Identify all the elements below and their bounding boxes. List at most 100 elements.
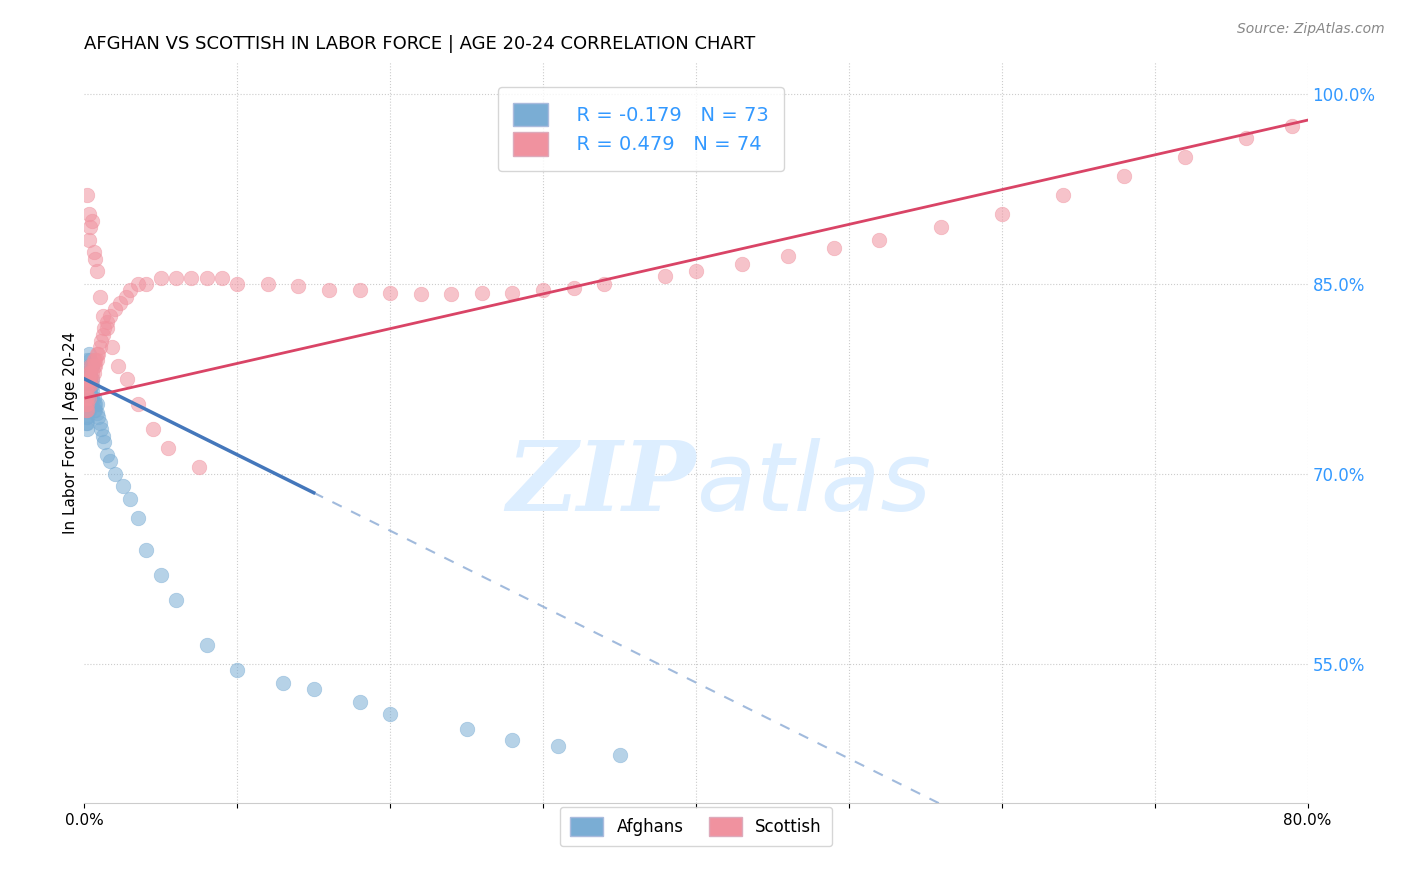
Point: [76, 403, 98, 417]
Point: [823, 242, 845, 256]
Y-axis label: In Labor Force | Age 20-24: In Labor Force | Age 20-24: [63, 332, 79, 533]
Point: [440, 287, 463, 301]
Point: [75, 393, 97, 408]
Point: [1236, 131, 1258, 145]
Point: [89, 340, 111, 354]
Point: [90, 422, 112, 436]
Point: [79, 372, 101, 386]
Point: [83, 366, 105, 380]
Point: [80, 372, 103, 386]
Point: [76, 378, 98, 392]
Point: [84, 397, 107, 411]
Point: [114, 289, 136, 303]
Point: [75, 378, 97, 392]
Point: [83, 359, 105, 374]
Point: [77, 366, 100, 380]
Point: [75, 384, 97, 399]
Point: [84, 359, 107, 374]
Point: [79, 366, 101, 380]
Point: [90, 334, 112, 348]
Point: [471, 285, 494, 300]
Point: [84, 403, 107, 417]
Point: [80, 384, 103, 399]
Point: [502, 732, 524, 747]
Point: [77, 233, 100, 247]
Point: [80, 213, 103, 227]
Point: [75, 397, 97, 411]
Point: [79, 391, 101, 405]
Point: [127, 397, 149, 411]
Point: [79, 384, 101, 399]
Point: [96, 448, 118, 462]
Point: [87, 346, 110, 360]
Point: [1372, 94, 1395, 108]
Point: [115, 372, 138, 386]
Point: [76, 391, 98, 405]
Point: [1114, 169, 1136, 184]
Point: [84, 252, 107, 266]
Point: [456, 723, 478, 737]
Point: [349, 694, 371, 708]
Point: [107, 359, 129, 374]
Point: [75, 403, 97, 417]
Point: [120, 491, 142, 506]
Point: [127, 511, 149, 525]
Point: [77, 378, 100, 392]
Point: [257, 277, 280, 291]
Point: [89, 289, 111, 303]
Point: [77, 391, 100, 405]
Point: [79, 352, 101, 367]
Point: [75, 391, 97, 405]
Point: [76, 352, 98, 367]
Point: [77, 359, 100, 374]
Point: [226, 663, 249, 677]
Point: [76, 409, 98, 424]
Point: [79, 219, 101, 234]
Point: [75, 366, 97, 380]
Point: [80, 359, 103, 374]
Point: [685, 264, 707, 278]
Point: [108, 296, 131, 310]
Point: [86, 346, 108, 360]
Point: [77, 384, 100, 399]
Point: [142, 422, 165, 436]
Point: [76, 397, 98, 411]
Point: [120, 283, 142, 297]
Point: [149, 270, 172, 285]
Point: [226, 277, 249, 291]
Point: [75, 391, 97, 405]
Point: [409, 287, 432, 301]
Text: Source: ZipAtlas.com: Source: ZipAtlas.com: [1237, 22, 1385, 37]
Point: [93, 321, 115, 335]
Point: [547, 739, 569, 753]
Point: [562, 281, 585, 295]
Point: [380, 707, 402, 722]
Point: [83, 397, 105, 411]
Point: [77, 403, 100, 417]
Point: [195, 270, 218, 285]
Point: [79, 366, 101, 380]
Point: [77, 378, 100, 392]
Point: [93, 435, 115, 450]
Point: [77, 391, 100, 405]
Point: [318, 283, 340, 297]
Point: [76, 378, 98, 392]
Point: [77, 207, 100, 221]
Point: [76, 188, 98, 202]
Point: [609, 747, 631, 762]
Point: [75, 403, 97, 417]
Point: [77, 366, 100, 380]
Point: [991, 207, 1014, 221]
Point: [86, 264, 108, 278]
Point: [98, 309, 121, 323]
Point: [104, 302, 127, 317]
Point: [80, 366, 103, 380]
Point: [76, 416, 98, 430]
Point: [1327, 106, 1350, 120]
Point: [80, 378, 103, 392]
Point: [83, 245, 105, 260]
Point: [302, 681, 325, 696]
Point: [84, 352, 107, 367]
Point: [86, 397, 108, 411]
Point: [180, 270, 202, 285]
